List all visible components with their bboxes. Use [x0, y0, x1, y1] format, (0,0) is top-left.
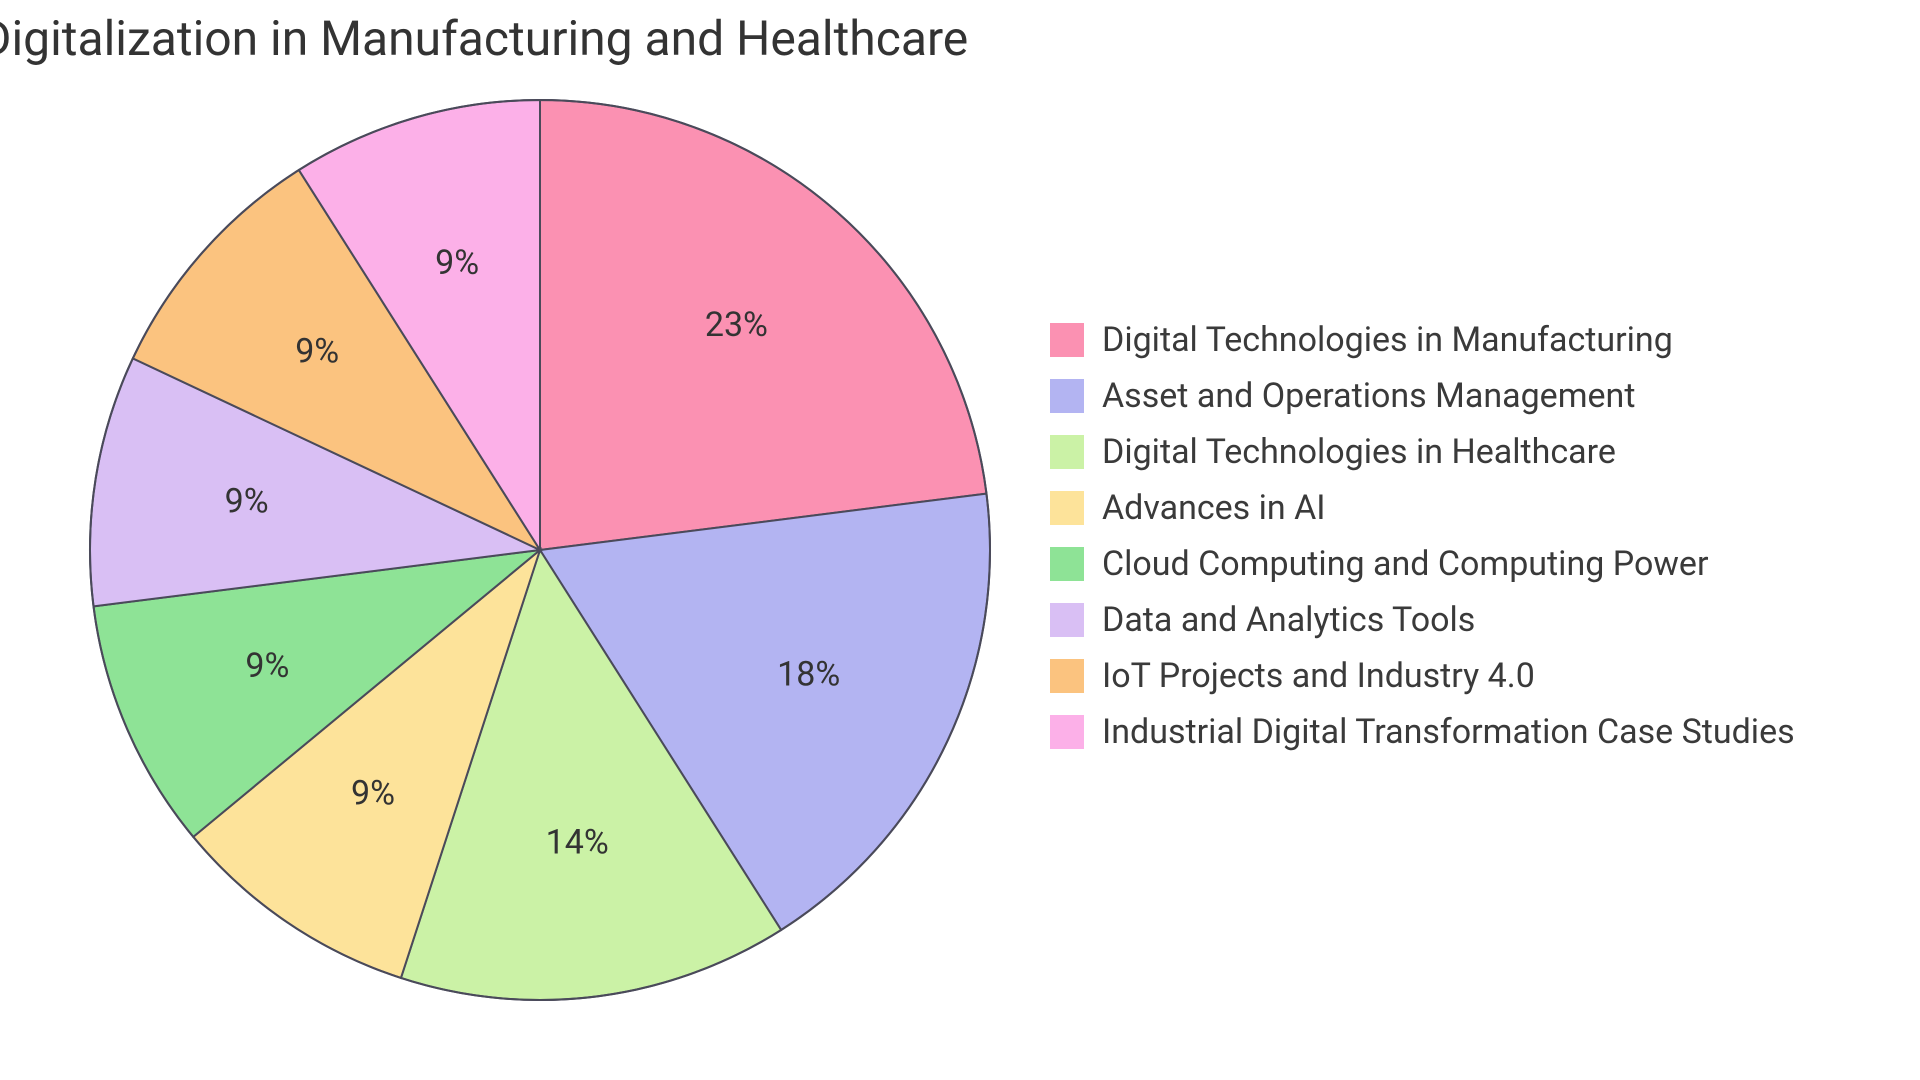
- legend-label: Asset and Operations Management: [1102, 376, 1635, 416]
- legend-item: Advances in AI: [1050, 488, 1795, 528]
- pie-slice-label: 9%: [225, 482, 269, 522]
- legend-item: Industrial Digital Transformation Case S…: [1050, 712, 1795, 752]
- legend-swatch: [1050, 323, 1084, 357]
- chart-title: Digitalization in Manufacturing and Heal…: [0, 10, 968, 67]
- pie-chart: 23% 18% 14% 9% 9% 9% 9% 9%: [80, 90, 1000, 1014]
- pie-slice-label: 9%: [295, 332, 339, 372]
- legend-label: IoT Projects and Industry 4.0: [1102, 656, 1535, 696]
- legend-label: Digital Technologies in Manufacturing: [1102, 320, 1673, 360]
- legend-label: Digital Technologies in Healthcare: [1102, 432, 1616, 472]
- legend-item: Data and Analytics Tools: [1050, 600, 1795, 640]
- legend-swatch: [1050, 435, 1084, 469]
- legend-item: IoT Projects and Industry 4.0: [1050, 656, 1795, 696]
- pie-slice-label: 14%: [546, 823, 609, 863]
- legend-swatch: [1050, 379, 1084, 413]
- pie-slice-label: 9%: [245, 646, 289, 686]
- legend-swatch: [1050, 715, 1084, 749]
- legend-item: Cloud Computing and Computing Power: [1050, 544, 1795, 584]
- legend: Digital Technologies in Manufacturing Ass…: [1050, 320, 1795, 768]
- legend-swatch: [1050, 547, 1084, 581]
- pie-slice-label: 18%: [777, 654, 840, 694]
- legend-label: Data and Analytics Tools: [1102, 600, 1475, 640]
- pie-slice-label: 9%: [435, 243, 479, 283]
- legend-swatch: [1050, 603, 1084, 637]
- legend-label: Advances in AI: [1102, 488, 1326, 528]
- legend-item: Digital Technologies in Healthcare: [1050, 432, 1795, 472]
- legend-label: Cloud Computing and Computing Power: [1102, 544, 1708, 584]
- legend-item: Asset and Operations Management: [1050, 376, 1795, 416]
- legend-label: Industrial Digital Transformation Case S…: [1102, 712, 1795, 752]
- legend-item: Digital Technologies in Manufacturing: [1050, 320, 1795, 360]
- pie-slice-label: 23%: [705, 305, 768, 345]
- pie-slice-label: 9%: [351, 774, 395, 814]
- legend-swatch: [1050, 491, 1084, 525]
- legend-swatch: [1050, 659, 1084, 693]
